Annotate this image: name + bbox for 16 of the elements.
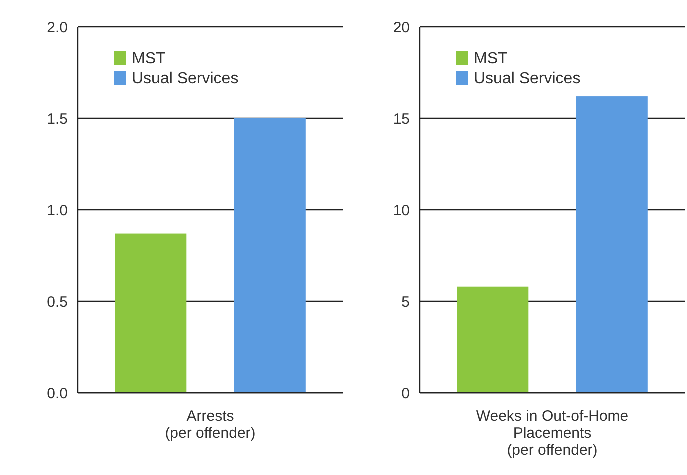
y-tick-label: 1.5 bbox=[47, 110, 68, 128]
y-tick-label: 2.0 bbox=[47, 19, 68, 36]
legend-label: MST bbox=[132, 50, 166, 68]
x-axis-title: Weeks in Out-of-Home Placements (per offender) bbox=[476, 408, 629, 459]
legend-label: Usual Services bbox=[132, 70, 239, 88]
y-tick-label: 0.0 bbox=[47, 385, 68, 402]
x-axis-title: Arrests (per offender) bbox=[165, 408, 256, 442]
y-tick-label: 0.5 bbox=[47, 294, 68, 311]
legend-label: Usual Services bbox=[474, 70, 581, 88]
y-tick-label: 20 bbox=[393, 19, 410, 36]
y-tick-label: 0 bbox=[402, 385, 410, 402]
y-tick-label: 15 bbox=[393, 110, 410, 128]
y-tick-label: 10 bbox=[393, 202, 410, 220]
y-tick-label: 1.0 bbox=[47, 202, 68, 220]
y-tick-label: 5 bbox=[402, 294, 410, 311]
legend-label: MST bbox=[474, 50, 508, 68]
